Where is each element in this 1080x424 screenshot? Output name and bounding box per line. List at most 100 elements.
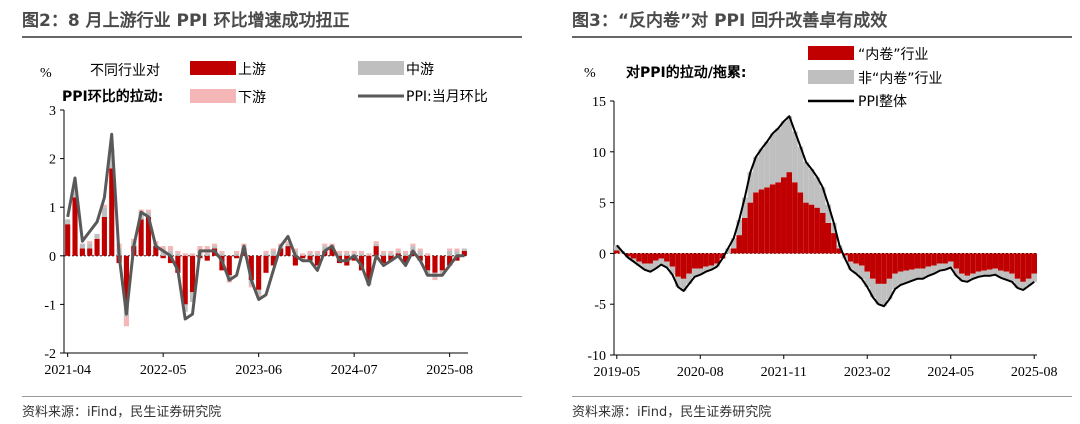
bar-downstream [145,209,152,213]
bar-involution [758,189,765,254]
bar-non-involution [953,268,960,276]
bar-upstream [123,255,130,305]
y-tick-label: -1 [44,298,56,313]
bar-involution [853,253,859,264]
bar-upstream [263,255,269,273]
bar-involution [625,253,631,257]
bar-downstream [263,250,269,254]
bar-upstream [270,255,276,266]
bar-midstream [314,253,320,256]
bar-upstream [402,255,409,264]
bar-downstream [101,204,107,208]
y-tick-label: 0 [599,247,606,262]
bar-upstream [447,255,453,266]
bar-non-involution [680,278,687,291]
bar-midstream [160,250,166,256]
bar-upstream [234,255,240,259]
bar-midstream [263,253,269,256]
bar-involution [1009,253,1015,274]
bar-non-involution [658,258,665,265]
bar-downstream [292,248,298,251]
bar-downstream [314,250,320,254]
bar-non-involution [970,273,976,279]
bar-non-involution [675,276,681,287]
bar-midstream [417,250,423,256]
x-tick-label: 2025-08 [426,363,473,378]
bar-non-involution [703,266,709,272]
bar-midstream [373,243,379,247]
legend-label-upstream: 上游 [238,62,266,78]
bar-involution [847,253,854,262]
bar-non-involution [931,265,937,274]
bar-midstream [72,187,78,198]
bar-downstream [388,250,394,254]
bar-non-involution [936,263,943,271]
bar-downstream [395,248,401,251]
chart-panel-anti-involution: 图3：“反内卷”对 PPI 回升改善卓有成效 15 10 5 0 -5 -10 2019-0… [550,0,1080,424]
bar-downstream [366,253,372,256]
bar-non-involution [686,273,692,284]
bar-upstream [145,216,152,256]
bar-non-involution [708,265,715,270]
bar-downstream [160,246,166,251]
bar-involution [703,253,709,267]
bar-involution [886,253,893,279]
bar-non-involution [1009,273,1015,282]
bar-involution [630,253,637,259]
bar-involution [658,253,665,259]
bar-midstream [307,253,313,256]
unit-label: % [584,66,596,81]
bar-midstream [87,243,93,249]
bar-involution [836,248,843,254]
ppi-total-line [616,115,1035,308]
bar-downstream [402,250,409,254]
bar-midstream [410,246,416,251]
bar-downstream [212,243,218,247]
x-tick-label: 2023-02 [844,365,891,380]
bar-upstream [101,216,107,256]
bar-non-involution [875,283,882,305]
bar-involution [920,253,926,269]
unit-label: % [40,66,52,81]
bar-non-involution [652,260,659,269]
bar-upstream [388,255,394,261]
bar-non-involution [630,258,637,262]
bar-non-involution [753,156,759,193]
bar-involution [992,253,999,269]
bar-involution [970,253,976,274]
x-tick-label: 2021-11 [761,365,807,380]
bar-downstream [336,250,343,254]
bar-involution [986,253,993,270]
bar-involution [814,207,820,254]
x-tick-label: 2024-05 [927,365,974,380]
bar-non-involution [998,270,1004,278]
bar-non-involution [986,269,993,276]
bar-non-involution [736,219,743,236]
bar-involution [842,253,848,256]
bar-downstream [270,248,276,251]
bar-non-involution [864,271,871,287]
bar-midstream [461,248,467,251]
bar-involution [719,253,726,259]
bar-involution [730,248,737,254]
bar-involution [975,253,982,272]
bar-midstream [395,250,401,254]
bar-involution [953,253,960,269]
bar-involution [769,184,776,254]
x-tick-label: 2020-08 [677,365,724,380]
legend: 上游 中游 下游 PPI:当月环比 [190,61,488,106]
bar-midstream [175,253,181,256]
y-tick-label: 5 [599,197,606,212]
bar-non-involution [920,268,926,279]
source-rule [22,396,522,397]
bar-involution [764,187,770,254]
bar-downstream [300,253,306,256]
bar-midstream [101,207,107,217]
bar-downstream [344,250,350,254]
x-tick-label: 2024-07 [331,363,378,378]
bar-involution [1003,253,1010,272]
bar-non-involution [730,238,737,249]
bar-non-involution [858,265,865,279]
x-tick-label: 2021-04 [44,363,91,378]
bar-upstream [72,197,78,256]
